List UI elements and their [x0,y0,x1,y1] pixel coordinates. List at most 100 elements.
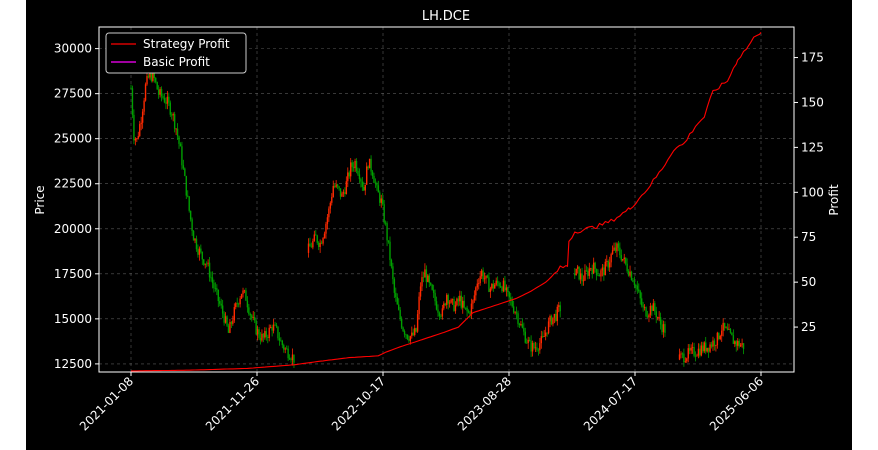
candle-body [386,223,388,241]
candle-body [312,240,314,248]
candle-body [179,143,182,147]
candle-body [467,311,470,313]
candle-body [155,77,157,83]
candle-body [364,184,366,191]
candle-body [610,254,612,263]
candle-body [608,262,611,268]
candle-body [258,329,260,338]
candle-body [723,322,726,328]
candle-body [694,355,697,357]
candle-body [315,234,317,236]
candle-body [137,136,139,139]
candle-body [462,300,464,308]
candle-body [616,243,618,252]
candle-body [546,332,548,334]
candle-body [581,273,583,282]
y2-tick-label: 175 [801,51,824,65]
x-tick-label: 2022-10-17 [329,374,388,433]
candle-body [655,311,657,318]
candle-body [136,138,138,140]
candle-body [399,309,401,319]
candle-body [156,82,158,90]
candle-body [415,328,417,332]
candle-body [489,288,492,292]
candle-body [459,295,461,302]
candle-body [339,188,342,197]
candle-body [742,343,745,349]
candle-body [176,128,179,137]
candle-body [357,170,359,175]
candle-body [521,324,524,328]
candle-body [492,283,494,289]
candle-body [310,246,313,248]
candle-body [204,263,206,265]
candle-body [643,307,646,308]
candle-body [514,312,516,314]
candle-body [728,329,730,330]
candle-body [722,322,724,331]
candle-body [409,336,412,341]
candle-body [416,314,419,332]
y-tick-label: 27500 [54,87,92,101]
candle-body [531,342,534,352]
candle-body [168,96,170,103]
candle-body [267,337,269,339]
candle-body [268,327,270,339]
candle-body [547,321,550,334]
candle-body [699,348,701,356]
candle-body [729,329,732,333]
x-tick-label: 2025-06-06 [707,374,766,433]
figure-background: 12500 15000 17500 20000 22500 25000 27500 30000… [26,0,852,450]
candle-body [317,242,320,247]
candle-body [604,261,607,276]
candle-body [246,300,249,308]
candle-body [418,296,420,315]
candle-body [216,288,218,290]
candle-body [214,288,217,289]
candle-body [166,96,169,104]
candle-body [153,72,155,78]
candle-body [709,344,711,352]
candle-body [540,336,543,344]
candle-body [403,331,406,335]
candle-body [188,196,190,211]
x-tick-label: 2023-08-28 [455,374,514,433]
candle-body [597,275,599,276]
candle-body [472,300,474,304]
candle-body [687,348,689,359]
candle-body [539,343,541,351]
candle-body [483,278,486,280]
candle-body [664,324,666,333]
candle-body [150,70,153,81]
candle-body [739,344,742,347]
candle-body [187,195,189,197]
candle-body [550,316,553,325]
candle-body [205,263,208,265]
candle-body [646,316,649,318]
candle-body [702,345,704,352]
candle-body [658,317,660,318]
candle-body [130,88,132,89]
candle-body [265,331,268,338]
candle-body [623,257,625,260]
candle-body [235,303,237,308]
candle-body [470,303,473,315]
candle-body [184,168,186,176]
candle-body [227,325,230,333]
candle-body [437,309,439,313]
candle-body [651,305,653,311]
candle-body [152,72,154,81]
left-y-axis: 12500 15000 17500 20000 22500 25000 27500 30000 [54,42,99,371]
candle-body [223,313,225,323]
candle-body [162,96,164,98]
candle-body [703,342,705,352]
candle-body [274,324,276,326]
candle-body [373,175,375,183]
legend: Strategy Profit Basic Profit [105,32,247,74]
candle-body [210,277,212,279]
candle-body [217,289,219,301]
candle-body [499,286,502,288]
candle-body [287,348,289,359]
candle-body [233,307,236,321]
candle-body [224,316,227,323]
